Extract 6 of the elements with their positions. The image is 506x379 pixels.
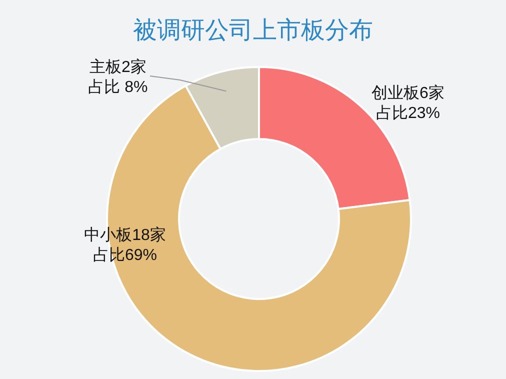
- data-label: 占比23%: [376, 104, 440, 122]
- slice-label: 创业板6家: [372, 84, 444, 102]
- data-label: 占比 8%: [88, 78, 148, 96]
- chart-title: 被调研公司上市板分布: [133, 17, 373, 44]
- slice-label: 中小板18家: [84, 226, 166, 244]
- slice-label: 主板2家: [90, 58, 146, 76]
